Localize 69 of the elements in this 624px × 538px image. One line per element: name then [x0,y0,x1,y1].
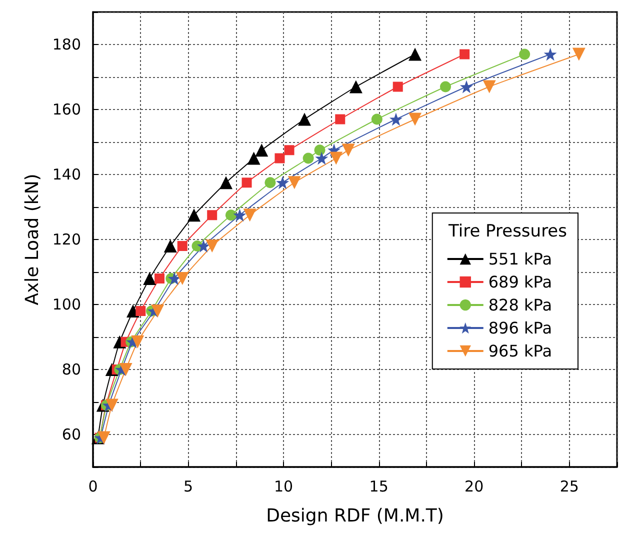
y-tick-label: 100 [52,296,81,314]
point [408,48,422,61]
point [177,241,188,251]
point [187,208,200,222]
point [255,144,268,157]
point [482,80,496,94]
point [136,306,146,316]
point [298,112,312,126]
point [97,431,110,444]
point [371,114,382,125]
point [154,274,164,284]
y-tick-label: 60 [62,426,81,444]
y-tick-label: 180 [52,36,81,54]
point [243,208,256,222]
point [264,177,276,188]
point [314,144,326,156]
point [168,272,181,285]
point [284,145,294,156]
point [151,304,164,318]
x-tick-label: 0 [88,478,98,496]
point [330,152,343,165]
point [225,210,236,221]
point [572,48,586,61]
point [207,210,218,220]
y-tick-label: 140 [52,166,81,184]
point [197,240,210,252]
legend-label: 896 kPa [488,318,552,338]
point [233,208,246,222]
point [247,152,260,165]
point [544,48,557,61]
point [288,176,301,190]
point [105,398,118,412]
y-axis-title: Axle Load (kN) [22,174,43,306]
x-tick-label: 5 [184,478,194,496]
point [392,82,403,92]
point [349,80,362,94]
point [274,153,285,164]
point [143,272,156,285]
point [389,112,402,126]
x-tick-label: 25 [560,478,579,496]
point [176,272,189,285]
point [408,112,422,126]
point [460,80,473,94]
point [460,49,470,60]
point [131,335,144,348]
point [164,240,177,252]
legend-label: 689 kPa [488,272,552,292]
point [342,144,355,157]
point [440,81,452,92]
point [220,176,232,190]
y-tick-label: 80 [62,360,81,378]
y-tick-label: 160 [52,100,81,118]
legend-title: Tire Pressures [447,222,568,242]
point [242,178,252,188]
point [206,240,219,252]
x-tick-label: 20 [464,478,484,496]
legend-label: 828 kPa [488,296,552,314]
x-tick-label: 15 [369,478,388,496]
legend-label: 551 kPa [488,250,552,268]
legend-label: 965 kPa [488,342,552,360]
x-axis-title: Design RDF (M.M.T) [266,506,444,526]
point [119,363,132,376]
point [302,152,314,164]
point [335,114,346,124]
point [315,152,328,165]
x-tick-label: 10 [274,478,294,496]
point [519,48,530,60]
point [276,176,290,190]
y-tick-label: 120 [52,230,81,248]
